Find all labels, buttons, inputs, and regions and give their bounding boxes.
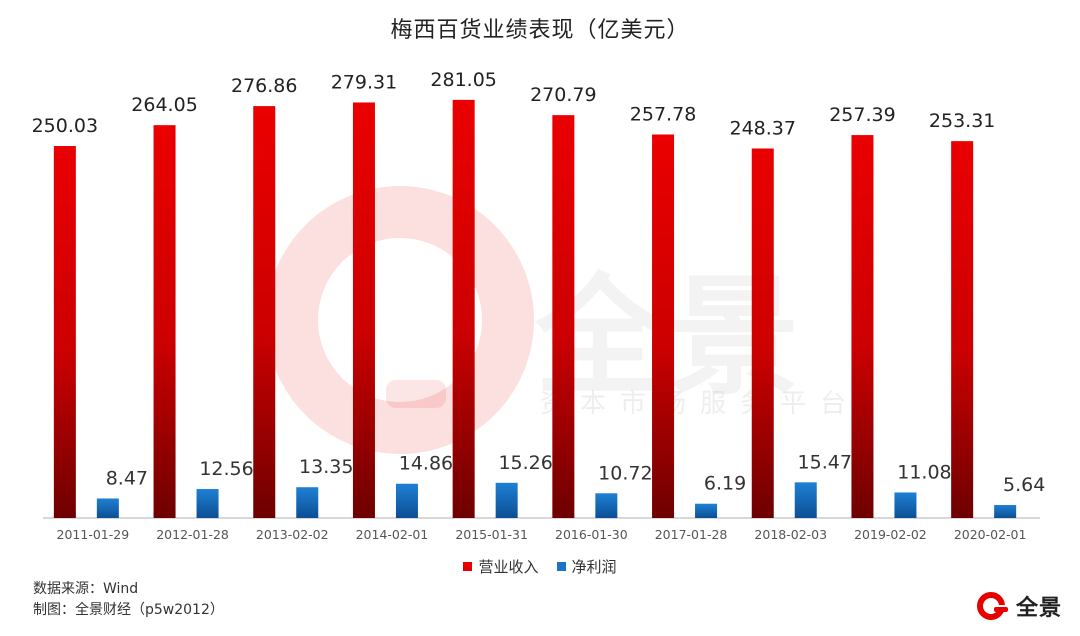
x-tick-label: 2016-01-30 <box>555 527 628 542</box>
value-label-revenue: 250.03 <box>32 115 98 137</box>
bar-revenue <box>851 135 874 518</box>
x-tick-label: 2012-01-28 <box>156 527 229 542</box>
bar-profit <box>196 489 219 518</box>
x-tick-label: 2018-02-03 <box>754 527 827 542</box>
x-tick-label: 2011-01-29 <box>57 527 130 542</box>
bar-revenue <box>452 99 475 518</box>
bar-profit <box>595 493 618 518</box>
bar-profit <box>495 482 518 518</box>
bar-revenue <box>552 115 575 518</box>
bar-profit <box>395 483 418 518</box>
legend-item-profit: 净利润 <box>556 556 617 577</box>
value-label-profit: 15.26 <box>498 452 552 474</box>
value-label-profit: 15.47 <box>798 451 852 473</box>
bar-profit <box>994 504 1017 518</box>
x-tick-label: 2019-02-02 <box>854 527 927 542</box>
value-label-profit: 11.08 <box>897 461 951 483</box>
value-label-profit: 13.35 <box>299 456 353 478</box>
bar-revenue <box>652 134 675 518</box>
legend-item-revenue: 营业收入 <box>463 556 539 577</box>
value-label-revenue: 279.31 <box>331 71 397 93</box>
value-label-revenue: 264.05 <box>131 94 197 116</box>
value-label-revenue: 270.79 <box>530 84 596 106</box>
bar-profit <box>894 492 917 518</box>
value-label-profit: 8.47 <box>106 467 148 489</box>
legend-label-revenue: 营业收入 <box>478 558 539 576</box>
value-label-revenue: 281.05 <box>430 69 496 91</box>
bar-profit <box>794 482 817 518</box>
brand-logo: 全景 <box>976 590 1062 622</box>
value-label-revenue: 248.37 <box>730 117 796 139</box>
value-label-profit: 10.72 <box>598 462 652 484</box>
legend-swatch-profit <box>556 562 566 571</box>
x-tick-label: 2017-01-28 <box>655 527 728 542</box>
value-label-profit: 6.19 <box>704 473 746 495</box>
watermark-logo-icon <box>266 186 534 454</box>
x-tick-label: 2020-02-01 <box>954 527 1027 542</box>
x-tick-label: 2013-02-02 <box>256 527 329 542</box>
bar-profit <box>96 498 119 518</box>
credit-note: 制图：全景财经（p5w2012） <box>33 602 224 618</box>
legend-swatch-revenue <box>463 562 473 571</box>
bar-revenue <box>352 102 375 519</box>
bar-revenue <box>751 148 774 518</box>
bar-revenue <box>153 125 176 518</box>
bar-revenue <box>253 106 276 518</box>
bar-profit <box>296 487 319 518</box>
legend: 营业收入 净利润 <box>0 556 1080 577</box>
chart-title: 梅西百货业绩表现（亿美元） <box>390 18 690 43</box>
bar-revenue <box>951 141 974 519</box>
value-label-revenue: 257.78 <box>630 103 696 125</box>
value-label-revenue: 257.39 <box>829 104 895 126</box>
bar-revenue <box>53 146 76 518</box>
value-label-profit: 14.86 <box>399 453 453 475</box>
value-label-revenue: 276.86 <box>231 75 297 97</box>
quanjing-logo-icon <box>976 592 1008 620</box>
value-label-profit: 12.56 <box>199 458 253 480</box>
bar-profit <box>695 503 718 518</box>
legend-label-profit: 净利润 <box>571 558 617 576</box>
logo-text: 全景 <box>1015 596 1062 621</box>
source-note: 数据来源：Wind <box>33 581 139 597</box>
x-tick-label: 2015-01-31 <box>455 527 528 542</box>
watermark-subtext: 资本市场服务平台 <box>540 389 861 419</box>
value-label-profit: 5.64 <box>1003 474 1045 496</box>
x-tick-label: 2014-02-01 <box>356 527 429 542</box>
value-label-revenue: 253.31 <box>929 110 995 132</box>
